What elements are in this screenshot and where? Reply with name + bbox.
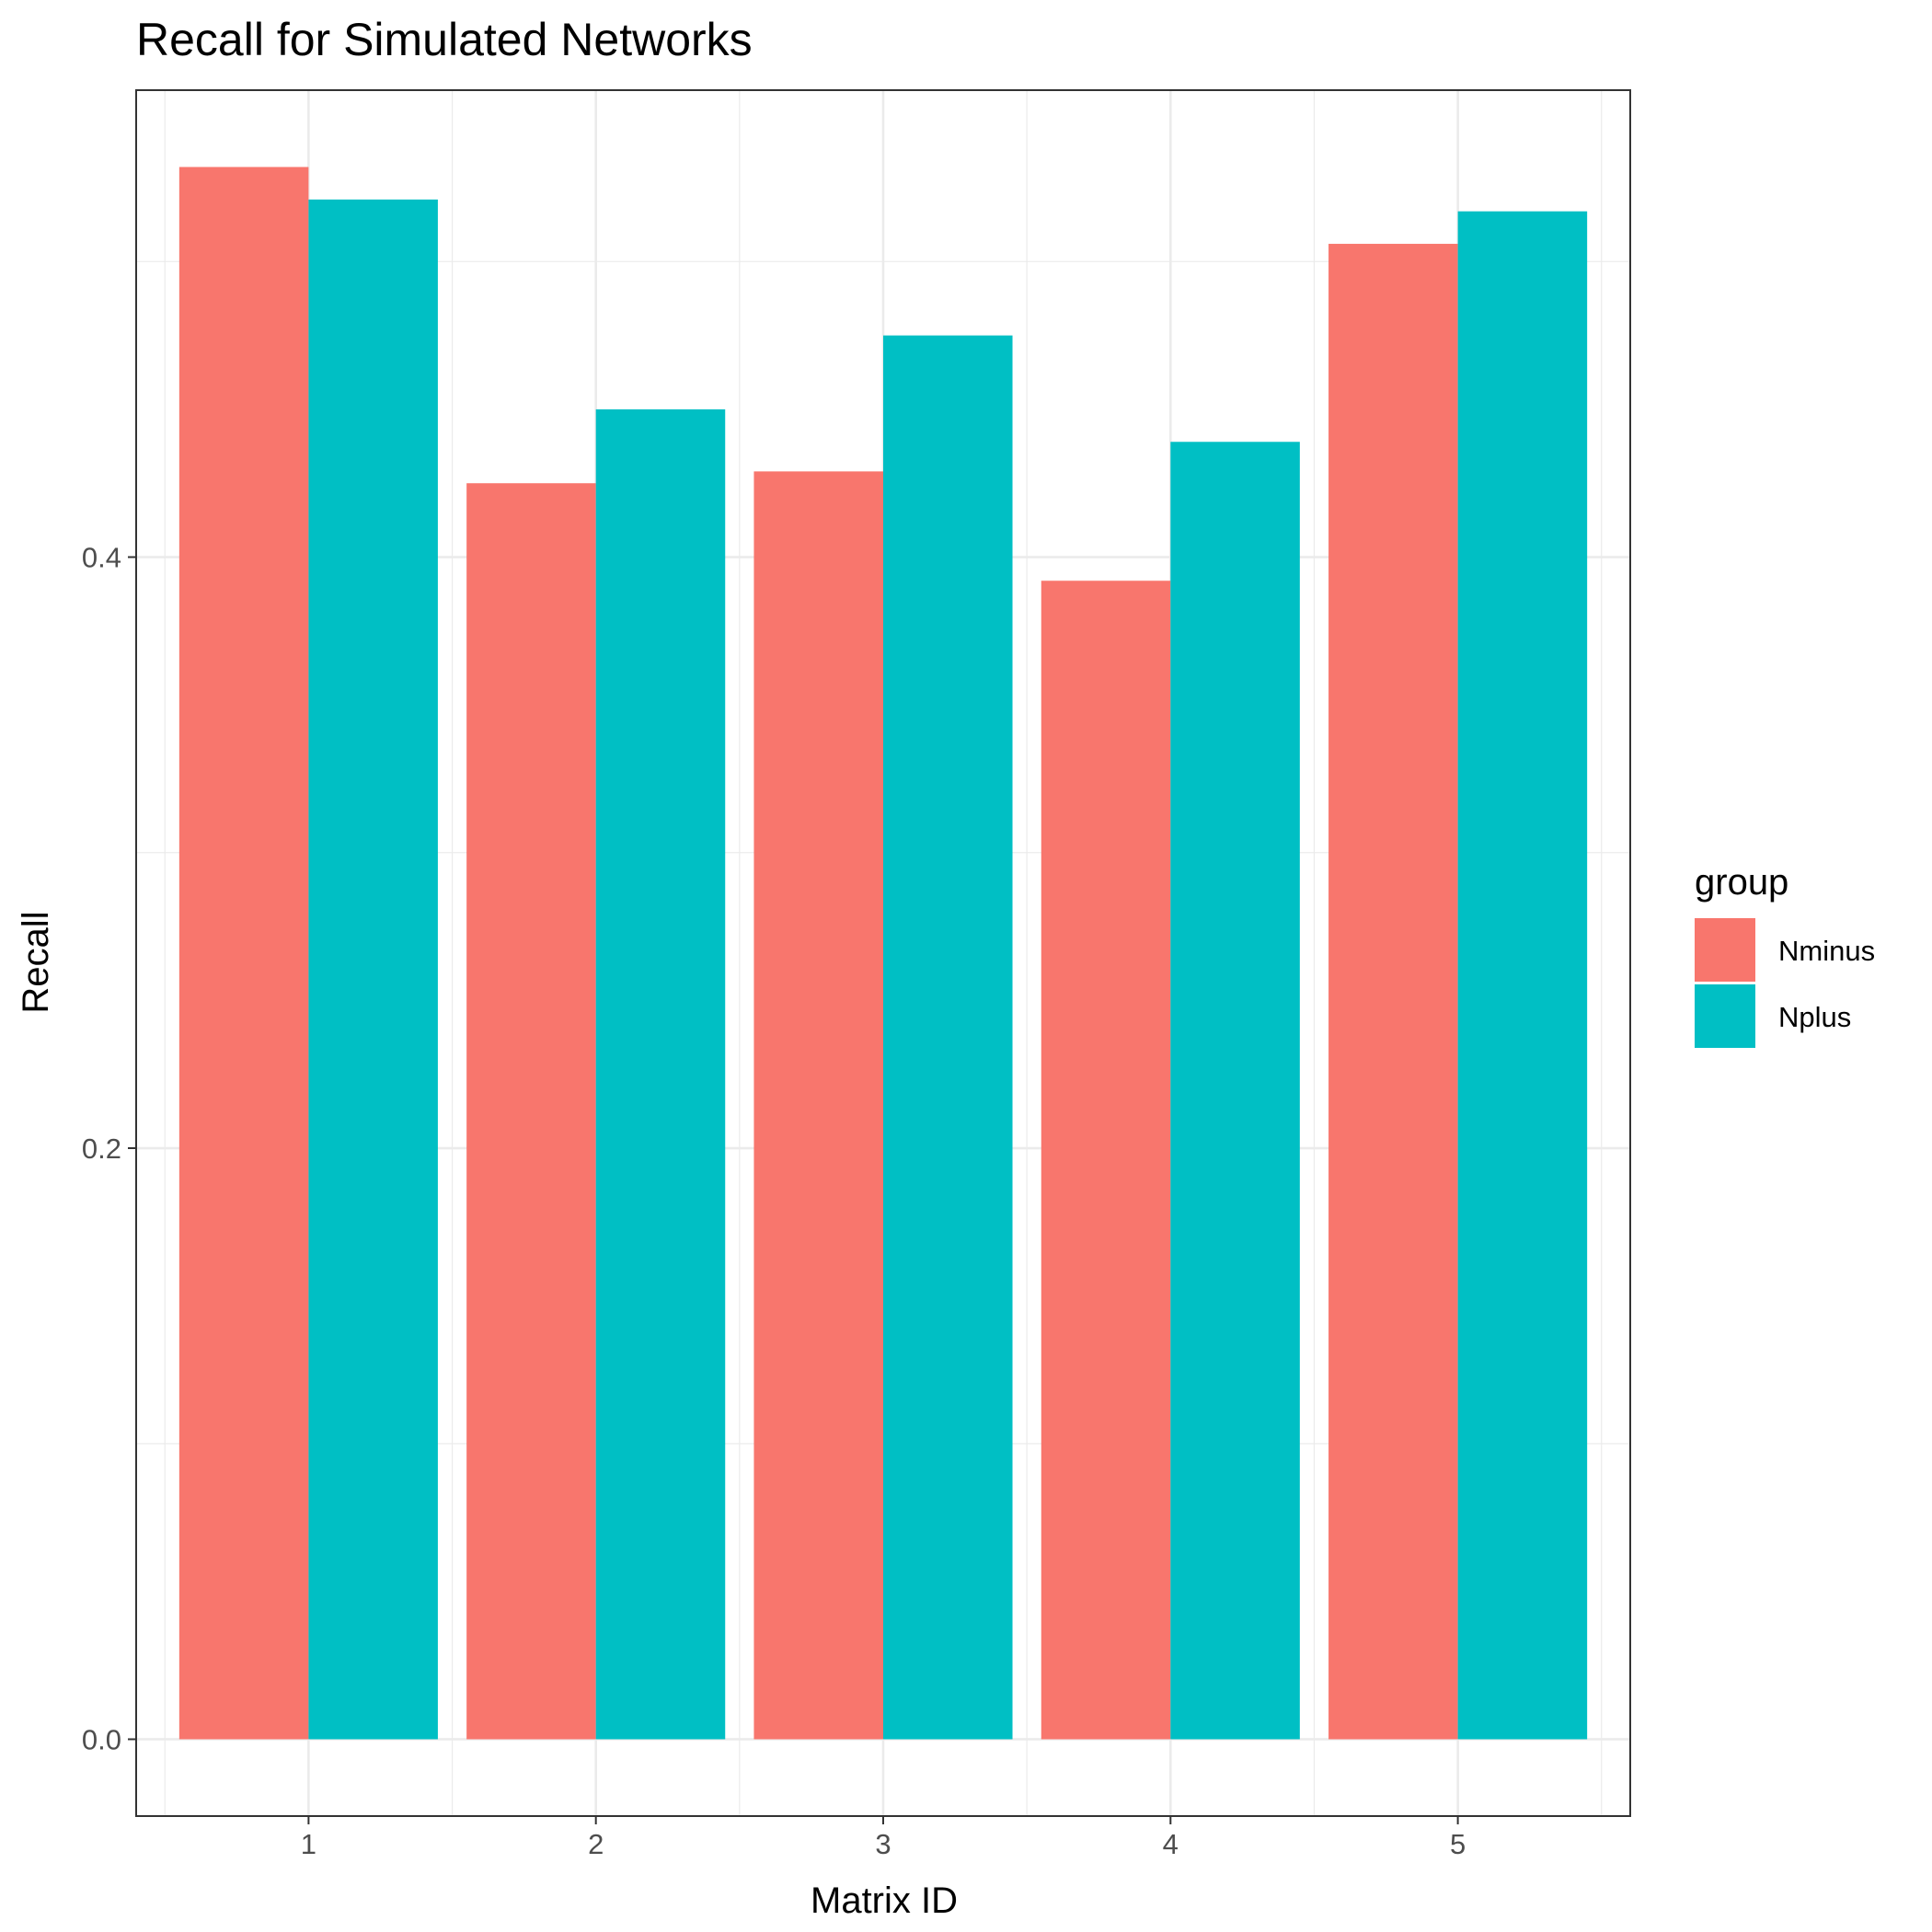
legend-key-nminus (1695, 918, 1755, 982)
x-axis: 1 2 3 4 5 (301, 1816, 1466, 1860)
bar-nminus-3 (753, 471, 883, 1740)
plot-panel (135, 89, 1631, 1817)
x-tick-label: 4 (1163, 1828, 1179, 1860)
x-tick-label: 2 (588, 1828, 604, 1860)
legend-label-nminus: Nminus (1778, 935, 1875, 967)
chart-title: Recall for Simulated Networks (136, 14, 753, 65)
bar-nminus-2 (466, 483, 596, 1740)
bars (178, 167, 1588, 1740)
legend-items: Nminus Nplus (1695, 918, 1875, 1048)
grid-minor (136, 90, 1630, 1816)
y-tick-label: 0.2 (82, 1133, 121, 1165)
bar-nplus-4 (1170, 442, 1300, 1740)
bar-nminus-5 (1328, 244, 1458, 1740)
bar-nplus-1 (308, 199, 438, 1740)
legend-title: group (1695, 862, 1788, 903)
legend: group Nminus Nplus (1695, 862, 1875, 1048)
bar-nminus-1 (178, 167, 309, 1740)
y-axis-title: Recall (16, 911, 56, 1013)
bar-nplus-3 (883, 335, 1013, 1740)
x-tick-label: 5 (1450, 1828, 1466, 1860)
y-tick-label: 0.0 (82, 1723, 121, 1755)
bar-nminus-4 (1041, 581, 1171, 1740)
legend-key-nplus (1695, 984, 1755, 1048)
y-tick-label: 0.4 (82, 542, 121, 574)
legend-label-nplus: Nplus (1778, 1001, 1851, 1033)
bar-nplus-2 (595, 408, 726, 1740)
bar-nplus-5 (1457, 211, 1588, 1740)
y-axis: 0.0 0.2 0.4 (82, 542, 136, 1755)
x-axis-title: Matrix ID (811, 1880, 958, 1921)
x-tick-label: 3 (875, 1828, 891, 1860)
x-tick-label: 1 (301, 1828, 316, 1860)
